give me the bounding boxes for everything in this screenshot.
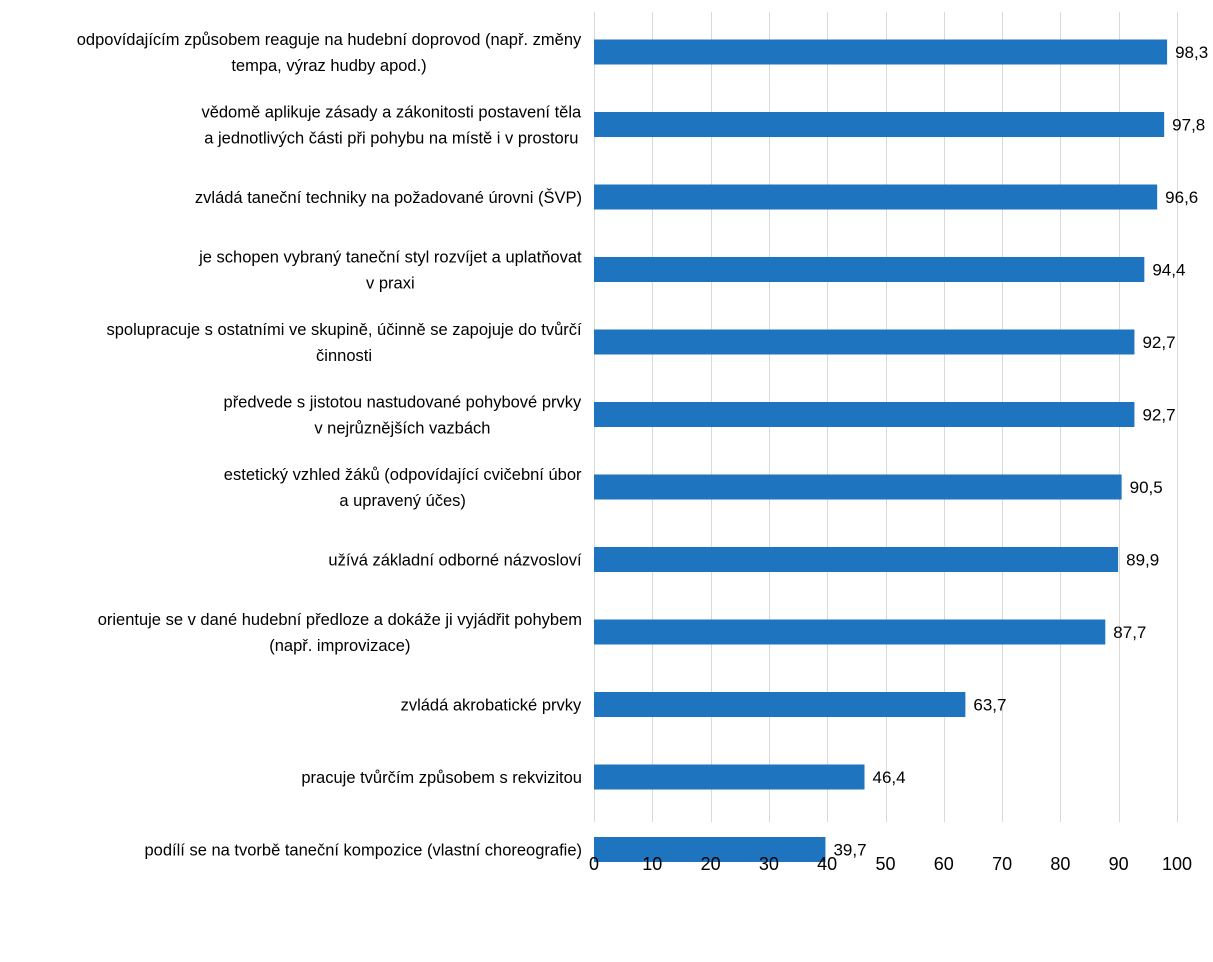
bar [594, 547, 1119, 572]
bar [594, 474, 1122, 500]
category-label: pracuje tvůrčím způsobem s rekvizitou [301, 769, 582, 787]
x-tick-label: 70 [992, 854, 1012, 874]
category-label-line: činnosti [316, 347, 372, 365]
category-label-line: odpovídajícím způsobem reaguje na hudebn… [77, 31, 582, 49]
data-label: 92,7 [1142, 333, 1175, 352]
category-label-line: je schopen vybraný taneční styl rozvíjet… [198, 249, 582, 267]
bar [594, 837, 826, 862]
x-tick-label: 50 [875, 854, 895, 874]
category-label: zvládá akrobatické prvky [401, 697, 582, 715]
data-label: 98,3 [1175, 43, 1208, 62]
category-label: je schopen vybraný taneční styl rozvíjet… [198, 249, 582, 293]
data-labels: 98,3 97,8 96,6 94,4 92,7 92,7 90,5 89,9 87,7 63,7… [833, 43, 1208, 860]
data-label: 46,4 [873, 768, 906, 787]
data-label: 89,9 [1126, 551, 1159, 570]
category-label-line: a upravený účes) [339, 492, 466, 510]
category-label-line: v praxi [366, 275, 415, 293]
x-tick-label: 60 [934, 854, 954, 874]
x-tick-label: 90 [1109, 854, 1129, 874]
bar [594, 112, 1165, 137]
category-label-line: a jednotlivých části při pohybu na místě… [204, 130, 578, 148]
x-tick-label: 40 [817, 854, 837, 874]
category-label-line: vědomě aplikuje zásady a zákonitosti pos… [201, 104, 582, 122]
category-label-line: tempa, výraz hudby apod.) [231, 57, 426, 75]
bars [594, 39, 1168, 862]
data-label: 90,5 [1130, 478, 1163, 497]
data-label: 97,8 [1172, 116, 1205, 135]
category-labels: odpovídajícím způsobem reaguje na hudebn… [77, 31, 582, 860]
category-label: podílí se na tvorbě taneční kompozice (v… [145, 842, 582, 860]
x-tick-label: 0 [589, 854, 599, 874]
bar [594, 39, 1168, 65]
category-label-line: podílí se na tvorbě taneční kompozice (v… [145, 842, 582, 860]
bar [594, 692, 966, 717]
category-label: odpovídajícím způsobem reaguje na hudebn… [77, 31, 582, 75]
bar [594, 184, 1158, 210]
x-tick-label: 80 [1050, 854, 1070, 874]
category-label: orientuje se v dané hudební předloze a d… [98, 611, 582, 655]
category-label-line: užívá základní odborné názvosloví [328, 552, 582, 570]
bar [594, 619, 1106, 645]
data-label: 39,7 [833, 841, 866, 860]
x-tick-label: 100 [1162, 854, 1192, 874]
bar [594, 257, 1145, 282]
category-label: zvládá taneční techniky na požadované úr… [195, 188, 582, 207]
bar [594, 329, 1135, 355]
category-label: estetický vzhled žáků (odpovídající cvič… [224, 466, 582, 510]
category-label-line: spolupracuje s ostatními ve skupině, úči… [106, 321, 582, 339]
category-label-line: v nejrůznějších vazbách [314, 420, 490, 438]
x-tick-label: 20 [701, 854, 721, 874]
category-label: užívá základní odborné názvosloví [328, 552, 582, 570]
category-label: vědomě aplikuje zásady a zákonitosti pos… [201, 104, 582, 148]
category-label-line: zvládá akrobatické prvky [401, 697, 582, 715]
category-label-line: předvede s jistotou nastudované pohybové… [224, 394, 582, 412]
category-label: předvede s jistotou nastudované pohybové… [224, 394, 582, 438]
data-label: 94,4 [1152, 261, 1185, 280]
bar [594, 764, 865, 790]
data-label: 63,7 [973, 696, 1006, 715]
x-tick-label: 10 [642, 854, 662, 874]
category-label-line: zvládá taneční techniky na požadované úr… [195, 188, 582, 207]
data-label: 96,6 [1165, 188, 1198, 207]
category-label: spolupracuje s ostatními ve skupině, úči… [106, 321, 582, 365]
category-label-line: (např. improvizace) [269, 637, 410, 655]
category-label-line: estetický vzhled žáků (odpovídající cvič… [224, 466, 582, 484]
data-label: 92,7 [1142, 406, 1175, 425]
category-label-line: orientuje se v dané hudební předloze a d… [98, 611, 582, 629]
data-label: 87,7 [1113, 623, 1146, 642]
x-tick-label: 30 [759, 854, 779, 874]
category-label-line: pracuje tvůrčím způsobem s rekvizitou [301, 769, 582, 787]
x-axis-tick-labels: 0 10 20 30 40 50 60 70 80 90 100 [589, 854, 1192, 874]
bar [594, 402, 1135, 427]
